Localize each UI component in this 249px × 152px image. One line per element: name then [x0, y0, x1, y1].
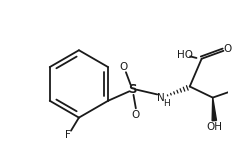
Text: O: O [132, 110, 140, 120]
Text: H: H [163, 99, 170, 108]
Text: F: F [65, 130, 71, 140]
Text: OH: OH [206, 122, 222, 132]
Text: O: O [120, 62, 128, 72]
Text: N: N [157, 93, 165, 103]
Text: O: O [223, 44, 232, 54]
Text: HO: HO [177, 50, 193, 60]
Polygon shape [212, 98, 216, 121]
Text: S: S [128, 83, 137, 96]
